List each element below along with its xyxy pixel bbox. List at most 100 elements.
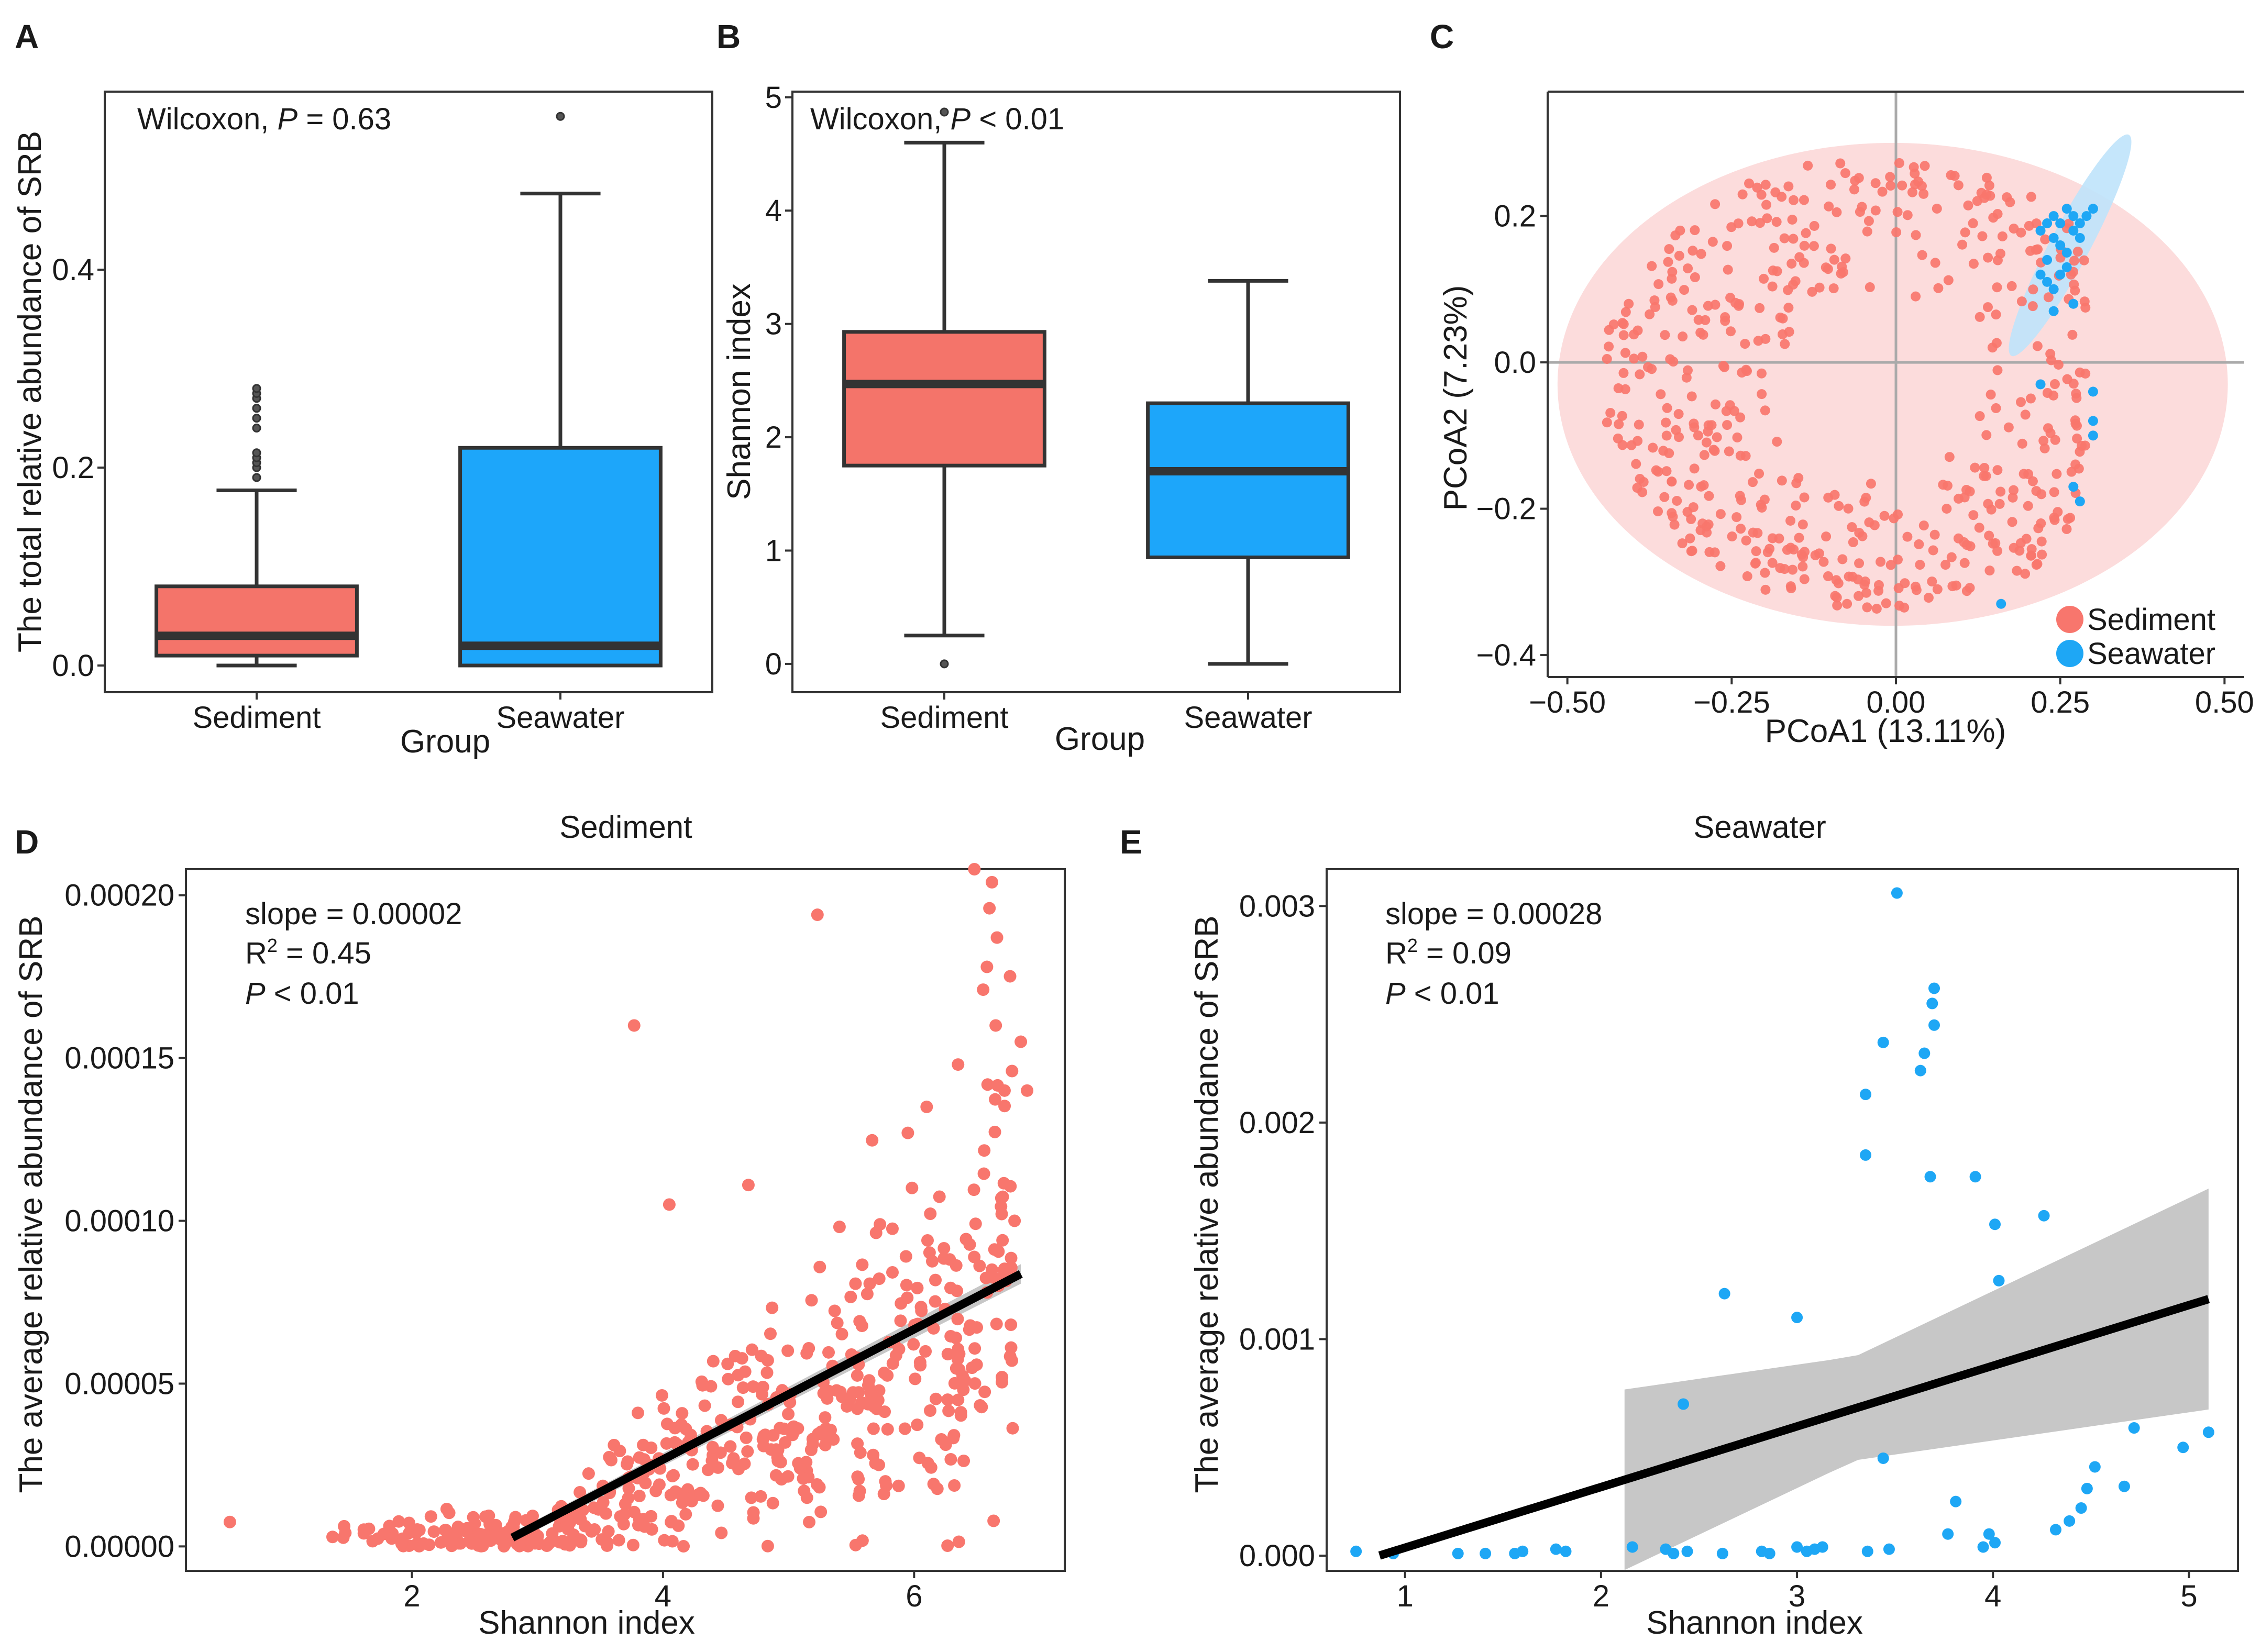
sediment-point <box>2023 501 2033 511</box>
sediment-point <box>1650 302 1660 313</box>
sediment-point <box>679 1507 692 1521</box>
panelA-box-sediment <box>155 584 359 658</box>
sediment-point <box>1709 547 1720 558</box>
sediment-point <box>395 1537 408 1550</box>
sediment-point <box>941 1539 954 1553</box>
seawater-point <box>1350 1545 1362 1557</box>
sediment-point <box>1757 389 1767 400</box>
sediment-point <box>1920 161 1930 171</box>
panel-a-p-value: = 0.63 <box>297 102 391 136</box>
seawater-point <box>1883 1543 1895 1555</box>
seawater-point <box>1668 1547 1680 1559</box>
sediment-point <box>1797 561 1808 572</box>
seawater-point <box>2061 204 2072 214</box>
sediment-point <box>1693 430 1703 441</box>
sediment-point <box>1003 970 1017 983</box>
sediment-point <box>1892 207 1903 217</box>
sediment-point <box>1631 459 1641 469</box>
sediment-point <box>2049 515 2060 525</box>
sediment-point <box>1968 510 1979 520</box>
panelA-x-tick-label: Seawater <box>496 701 624 735</box>
sediment-point <box>1990 538 2001 548</box>
panel-c-x-label: PCoA1 (13.11%) <box>1765 713 2006 749</box>
sediment-point <box>645 1442 658 1455</box>
sediment-point <box>933 1190 946 1203</box>
sediment-point <box>1789 544 1799 555</box>
sediment-point <box>1979 462 1990 473</box>
panelE-y-tick-label: 0.000 <box>1239 1539 1315 1573</box>
sediment-point <box>1778 313 1788 324</box>
sediment-point <box>1759 273 1769 284</box>
sediment-point <box>1854 528 1865 538</box>
panel-label-d: D <box>15 823 39 861</box>
sediment-point <box>931 1482 944 1495</box>
sediment-point <box>1910 581 1921 592</box>
panelB-y-tick-label: 1 <box>765 534 782 568</box>
sediment-point <box>1918 520 1929 531</box>
sediment-point <box>822 1346 835 1359</box>
sediment-point <box>1679 285 1690 295</box>
sediment-point <box>657 1402 670 1415</box>
sediment-point <box>631 1406 644 1420</box>
sediment-point <box>756 1380 769 1393</box>
sediment-point <box>1715 561 1726 571</box>
sediment-point <box>2015 538 2026 548</box>
sediment-point <box>556 1535 569 1548</box>
sediment-point <box>1961 540 1972 550</box>
seawater-point <box>2075 218 2085 229</box>
sediment-point <box>337 1531 350 1544</box>
sediment-point <box>998 1100 1011 1113</box>
sediment-point <box>901 1291 914 1304</box>
panel-d-p: P < 0.01 <box>245 977 359 1011</box>
sediment-point <box>886 1266 899 1279</box>
sediment-point <box>680 1492 693 1505</box>
panel-d-y-label: The average relative abundance of SRB <box>13 916 49 1493</box>
sediment-point <box>1799 240 1810 251</box>
sediment-point <box>1984 530 1994 541</box>
sediment-point <box>1837 554 1848 564</box>
seawater-point <box>1626 1541 1638 1553</box>
sediment-point <box>1885 560 1896 570</box>
seawater-point <box>2088 416 2098 426</box>
panel-e-annotation: slope = 0.00028 R2 = 0.09 P < 0.01 <box>1385 897 1602 1011</box>
sediment-point <box>599 1507 612 1520</box>
sediment-point <box>1992 255 2003 265</box>
sediment-point <box>769 1469 782 1482</box>
sediment-point <box>892 1479 905 1492</box>
sediment-point <box>1829 490 1840 500</box>
sediment-point <box>2077 440 2087 451</box>
sediment-point <box>2014 546 2025 556</box>
sediment-point <box>1762 547 1773 558</box>
seawater-point <box>1480 1547 1492 1559</box>
sediment-point <box>1761 199 1772 210</box>
sediment-point <box>867 1422 880 1435</box>
sediment-point <box>1823 571 1833 581</box>
sediment-point <box>1667 508 1677 518</box>
sediment-point <box>1695 525 1706 536</box>
sediment-point <box>585 1525 598 1538</box>
panelA-outlier <box>252 448 261 458</box>
sediment-point <box>760 1366 774 1379</box>
seawater-point <box>2202 1426 2214 1438</box>
sediment-point <box>814 1425 828 1438</box>
sediment-point <box>1968 218 1978 228</box>
sediment-point <box>1663 257 1673 267</box>
sediment-point <box>987 1514 1000 1527</box>
sediment-point <box>915 1304 928 1317</box>
panelA-x-tick-label: Sediment <box>192 701 321 735</box>
sediment-point <box>941 1393 954 1406</box>
sediment-point <box>2050 435 2060 445</box>
sediment-point <box>950 1259 963 1272</box>
sediment-point <box>357 1527 370 1540</box>
sediment-point <box>1613 433 1623 444</box>
sediment-point <box>824 1424 837 1437</box>
sediment-point <box>1678 331 1688 342</box>
sediment-point <box>2067 329 2078 340</box>
sediment-point <box>1665 354 1675 364</box>
sediment-point <box>2049 379 2060 390</box>
sediment-point <box>570 1534 583 1547</box>
sediment-point <box>2003 422 2014 433</box>
sediment-point <box>852 1489 865 1502</box>
sediment-point <box>1635 474 1645 484</box>
